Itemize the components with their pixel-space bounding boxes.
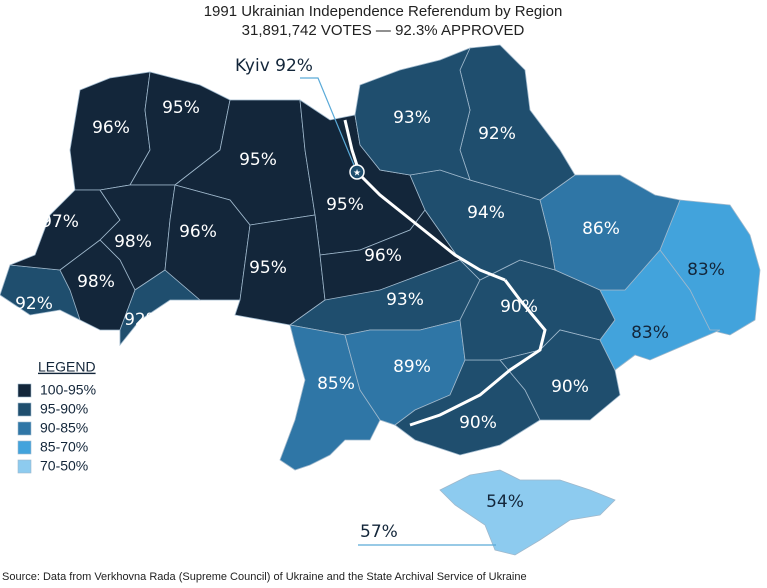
region: [459, 44, 576, 201]
region-label: 95%: [249, 258, 287, 278]
region-label: 54%: [486, 492, 524, 512]
region-label: 90%: [551, 377, 589, 397]
kyiv-star: ★: [353, 167, 361, 177]
river: [409, 279, 547, 427]
legend-label: 95-90%: [40, 401, 88, 417]
sevastopol-callout: 57%: [360, 522, 398, 542]
region-label: 86%: [582, 219, 620, 239]
region-label: 90%: [459, 413, 497, 433]
legend-label: 85-70%: [40, 439, 88, 455]
river: [343, 119, 506, 282]
legend-swatch: [17, 421, 32, 436]
region-label: 98%: [114, 232, 152, 252]
legend-swatch: [17, 440, 32, 455]
region-label: 83%: [631, 323, 669, 343]
legend-swatch: [17, 402, 32, 417]
region: [439, 469, 616, 556]
region-label: 95%: [239, 150, 277, 170]
region-label: 95%: [162, 98, 200, 118]
legend-title: LEGEND: [38, 359, 96, 375]
legend: LEGEND 100-95% 95-90% 90-85% 85-70% 70-50%: [17, 359, 96, 474]
kyiv-callout: Kyiv 92%: [235, 56, 313, 76]
legend-swatch: [17, 459, 32, 474]
legend-label: 100-95%: [40, 382, 96, 398]
region-label: 92%: [15, 294, 53, 314]
region: [164, 184, 251, 301]
region-label: 89%: [393, 357, 431, 377]
region-label: 93%: [393, 108, 431, 128]
region-label: 96%: [364, 246, 402, 266]
region-label: 92%: [478, 124, 516, 144]
subtitle: 31,891,742 VOTES — 92.3% APPROVED: [242, 22, 525, 39]
legend-label: 70-50%: [40, 458, 88, 474]
region-label: 94%: [467, 203, 505, 223]
region-label: 97%: [41, 212, 79, 232]
rivers: [343, 119, 547, 427]
region-label: 93%: [386, 290, 424, 310]
region-label: 98%: [77, 272, 115, 292]
kyiv-callout-line: [300, 77, 357, 171]
region-label: 92%: [124, 310, 162, 330]
title: 1991 Ukrainian Independence Referendum b…: [204, 3, 563, 20]
region-label: 95%: [326, 195, 364, 215]
legend-swatch: [17, 383, 32, 398]
region-label: 83%: [687, 260, 725, 280]
kyiv-marker: [349, 164, 365, 180]
region: [499, 329, 621, 421]
region: [354, 47, 471, 181]
source: Source: Data from Verkhovna Rada (Suprem…: [2, 571, 527, 583]
region-label: 85%: [317, 374, 355, 394]
region-label: 96%: [179, 222, 217, 242]
regions: 96% 95% 95% 95% 92% 97% 98% 98% 92% 96% 95% 96% 93% 8…: [0, 44, 761, 556]
legend-label: 90-85%: [40, 420, 88, 436]
region-label: 96%: [92, 118, 130, 138]
